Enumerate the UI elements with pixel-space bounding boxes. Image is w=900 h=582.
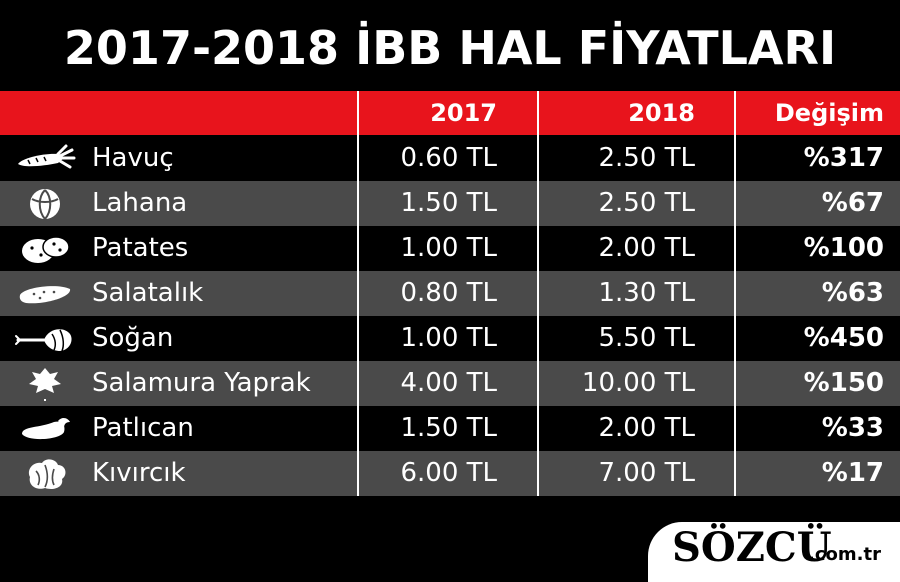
price-2017: 0.60 TL (400, 143, 497, 173)
header-2018: 2018 (628, 99, 695, 127)
cabbage-icon (30, 189, 60, 220)
potato-icon (22, 236, 70, 263)
product-name: Salatalık (92, 278, 204, 308)
price-2018: 2.50 TL (598, 143, 695, 173)
price-2018: 7.00 TL (598, 458, 695, 488)
table-row: Patates 1.00 TL 2.00 TL %100 (0, 226, 900, 271)
price-change: %100 (803, 233, 884, 263)
product-name: Salamura Yaprak (92, 368, 311, 398)
product-name: Patates (92, 233, 189, 263)
product-name: Lahana (92, 188, 188, 218)
column-divider (357, 91, 359, 496)
price-2017: 0.80 TL (400, 278, 497, 308)
price-2018: 5.50 TL (598, 323, 695, 353)
table-row: Kıvırcık 6.00 TL 7.00 TL %17 (0, 451, 900, 496)
price-change: %150 (803, 368, 884, 398)
eggplant-icon (22, 418, 70, 440)
column-divider (734, 91, 736, 496)
price-2017: 1.00 TL (400, 323, 497, 353)
product-name: Soğan (92, 323, 174, 353)
price-2017: 6.00 TL (400, 458, 497, 488)
cucumber-icon (19, 286, 71, 304)
price-2018: 2.00 TL (598, 233, 695, 263)
column-divider (537, 91, 539, 496)
price-change: %17 (821, 458, 884, 488)
table-header: 2017 2018 Değişim (0, 91, 900, 135)
page-title: 2017-2018 İBB HAL FİYATLARI (63, 21, 837, 75)
table-row: Salamura Yaprak 4.00 TL 10.00 TL %150 (0, 361, 900, 406)
price-2018: 10.00 TL (581, 368, 695, 398)
table-row: Soğan 1.00 TL 5.50 TL %450 (0, 316, 900, 361)
onion-icon (15, 329, 72, 352)
price-change: %33 (821, 413, 884, 443)
price-2018: 2.00 TL (598, 413, 695, 443)
table-row: Salatalık 0.80 TL 1.30 TL %63 (0, 271, 900, 316)
table-row: Patlıcan 1.50 TL 2.00 TL %33 (0, 406, 900, 451)
price-change: %67 (821, 188, 884, 218)
brand-domain: .com.tr (808, 544, 881, 565)
table-row: Lahana 1.50 TL 2.50 TL %67 (0, 181, 900, 226)
brand-logo: SÖZCÜ (672, 524, 832, 571)
price-change: %63 (821, 278, 884, 308)
price-2018: 1.30 TL (598, 278, 695, 308)
carrot-icon (18, 144, 76, 169)
price-2018: 2.50 TL (598, 188, 695, 218)
product-name: Havuç (92, 143, 174, 173)
price-change: %317 (803, 143, 884, 173)
price-2017: 1.00 TL (400, 233, 497, 263)
product-name: Patlıcan (92, 413, 194, 443)
price-2017: 1.50 TL (400, 413, 497, 443)
leaf-icon (29, 368, 61, 401)
product-name: Kıvırcık (92, 458, 186, 488)
price-change: %450 (803, 323, 884, 353)
price-2017: 1.50 TL (400, 188, 497, 218)
header-change: Değişim (774, 99, 884, 127)
logo-badge (648, 522, 900, 582)
header-2017: 2017 (430, 99, 497, 127)
lettuce-icon (28, 459, 66, 489)
price-2017: 4.00 TL (400, 368, 497, 398)
table-row: Havuç 0.60 TL 2.50 TL %317 (0, 136, 900, 181)
